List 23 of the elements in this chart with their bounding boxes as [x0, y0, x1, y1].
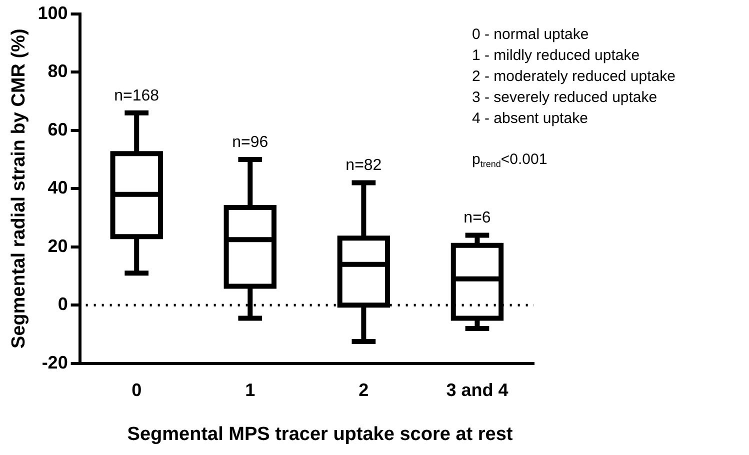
- annotation: n=82: [346, 157, 382, 174]
- y-tick-label: 0: [58, 294, 68, 314]
- annotation: p$_{trend}$<0.001: [472, 150, 548, 171]
- y-tick-label: 80: [48, 61, 68, 82]
- annotation: 2 - moderately reduced uptake: [472, 67, 676, 87]
- annotation: n=6: [464, 210, 491, 227]
- x-tick-label: 2: [358, 380, 369, 400]
- y-axis-title: Segmental radial strain by CMR (%): [8, 28, 30, 349]
- x-tick-label: 0: [132, 380, 142, 400]
- x-axis-title: Segmental MPS tracer uptake score at rest: [126, 424, 514, 446]
- y-tick-label: -20: [42, 352, 68, 372]
- annotation: 1 - mildly reduced uptake: [472, 46, 641, 66]
- annotation: n=96: [232, 134, 268, 151]
- y-tick-label: 100: [38, 2, 68, 23]
- x-tick-label: 3 and 4: [446, 380, 508, 400]
- y-tick-label: 60: [48, 119, 68, 140]
- annotation: 0 - normal uptake: [472, 25, 590, 45]
- x-tick-label: 1: [245, 380, 256, 400]
- annotation: 4 - absent uptake: [472, 109, 589, 129]
- y-tick-label: 40: [48, 178, 68, 198]
- annotation: n=168: [114, 87, 160, 104]
- y-tick-label: 20: [48, 236, 68, 256]
- annotation: 3 - severely reduced uptake: [472, 88, 658, 108]
